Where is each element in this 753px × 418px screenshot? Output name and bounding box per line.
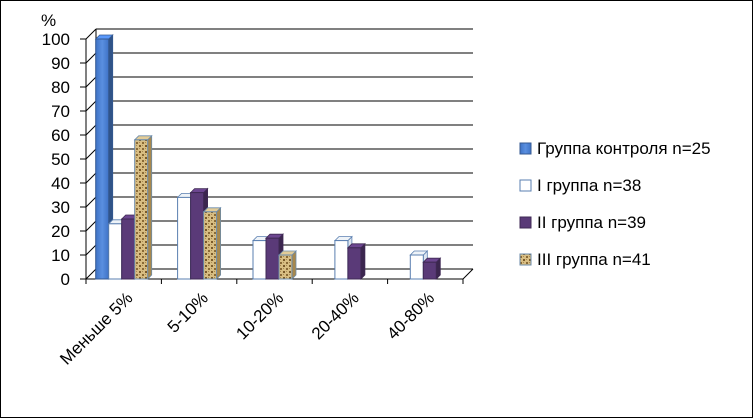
- y-tick-label: 80: [51, 78, 70, 97]
- y-tick-label: 10: [51, 246, 70, 265]
- x-category-label: 40-80%: [383, 288, 438, 343]
- x-category-label: 5-10%: [164, 288, 212, 336]
- bar-front: [409, 254, 424, 280]
- bar: [94, 34, 114, 280]
- legend-swatch: [519, 179, 532, 192]
- bar-front: [252, 240, 267, 280]
- bar-front: [108, 223, 123, 280]
- bar: [422, 257, 442, 280]
- bar-front: [134, 139, 149, 280]
- bar-front: [334, 240, 349, 280]
- legend-entry: III группа n=41: [519, 250, 651, 269]
- gridline-side: [85, 124, 97, 136]
- bar: [202, 206, 222, 280]
- gridline-side: [85, 220, 97, 232]
- x-category-label: 10-20%: [232, 288, 287, 343]
- y-tick-label: 90: [51, 54, 70, 73]
- legend-label: III группа n=41: [537, 250, 651, 269]
- floor-edge: [462, 268, 474, 280]
- bar: [278, 250, 297, 280]
- bar-front: [265, 237, 280, 280]
- gridline-side: [85, 52, 97, 64]
- bar-side: [291, 250, 297, 280]
- y-axis-label: %: [41, 11, 56, 30]
- y-tick-label: 100: [42, 30, 70, 49]
- y-tick-label: 0: [61, 270, 70, 289]
- bar-front: [347, 247, 362, 280]
- legend-entry: II группа n=39: [519, 213, 646, 232]
- gridline-side: [85, 172, 97, 184]
- bar-front: [422, 261, 437, 280]
- bar-front: [177, 196, 192, 280]
- gridline-side: [85, 148, 97, 160]
- bar-side: [360, 242, 366, 280]
- y-tick-label: 30: [51, 198, 70, 217]
- gridline-side: [85, 28, 97, 40]
- bar: [346, 242, 366, 280]
- bar-side: [216, 206, 222, 280]
- bar-front: [190, 192, 205, 280]
- x-category-label: 20-40%: [308, 288, 363, 343]
- gridline-side: [85, 244, 97, 256]
- x-category-label: Меньше 5%: [56, 288, 136, 368]
- bar-front: [121, 218, 136, 280]
- y-tick-label: 50: [51, 150, 70, 169]
- bar-front: [95, 38, 110, 280]
- legend-label: Группа контроля n=25: [537, 139, 711, 158]
- y-tick-label: 60: [51, 126, 70, 145]
- legend-swatch: [519, 216, 532, 229]
- legend-swatch: [519, 142, 532, 155]
- y-tick-label: 70: [51, 102, 70, 121]
- legend-entry: Группа контроля n=25: [519, 139, 711, 158]
- gridline-side: [85, 100, 97, 112]
- legend-label: II группа n=39: [537, 213, 646, 232]
- bar-front: [278, 254, 293, 280]
- gridline-side: [85, 76, 97, 88]
- bar: [133, 134, 153, 280]
- bar-side: [147, 134, 153, 280]
- bar-front: [203, 211, 218, 280]
- y-tick-label: 40: [51, 174, 70, 193]
- legend-label: I группа n=38: [537, 176, 641, 195]
- legend-swatch: [519, 253, 532, 266]
- gridline-side: [85, 196, 97, 208]
- gridline-side: [85, 268, 97, 280]
- legend-entry: I группа n=38: [519, 176, 641, 195]
- y-tick-label: 20: [51, 222, 70, 241]
